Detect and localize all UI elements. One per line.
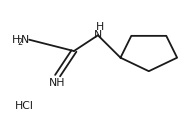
Text: H: H bbox=[96, 22, 104, 32]
Text: N: N bbox=[21, 35, 29, 45]
Text: H: H bbox=[12, 35, 20, 45]
Text: HCl: HCl bbox=[15, 101, 34, 112]
Text: 2: 2 bbox=[17, 38, 22, 47]
Text: NH: NH bbox=[48, 77, 65, 88]
Text: N: N bbox=[94, 30, 102, 40]
